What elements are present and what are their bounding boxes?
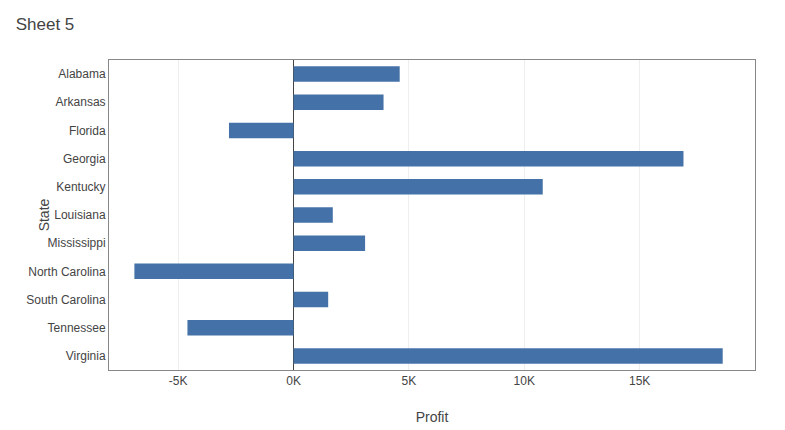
svg-text:-5K: -5K [169, 374, 188, 388]
svg-text:Profit: Profit [416, 409, 449, 425]
svg-text:South Carolina: South Carolina [26, 293, 106, 307]
svg-text:Sheet 5: Sheet 5 [16, 15, 75, 34]
svg-text:Tennessee: Tennessee [48, 321, 106, 335]
svg-text:State: State [36, 198, 52, 231]
svg-text:5K: 5K [402, 374, 417, 388]
svg-text:Florida: Florida [69, 124, 106, 138]
svg-text:Georgia: Georgia [63, 152, 106, 166]
svg-text:Mississippi: Mississippi [48, 236, 106, 250]
svg-text:Arkansas: Arkansas [56, 95, 106, 109]
svg-text:Virginia: Virginia [66, 349, 106, 363]
svg-text:Louisiana: Louisiana [54, 208, 106, 222]
svg-text:North Carolina: North Carolina [28, 265, 106, 279]
svg-text:15K: 15K [629, 374, 650, 388]
svg-text:10K: 10K [514, 374, 535, 388]
svg-text:0K: 0K [286, 374, 301, 388]
svg-text:Alabama: Alabama [58, 67, 106, 81]
svg-text:Kentucky: Kentucky [56, 180, 105, 194]
